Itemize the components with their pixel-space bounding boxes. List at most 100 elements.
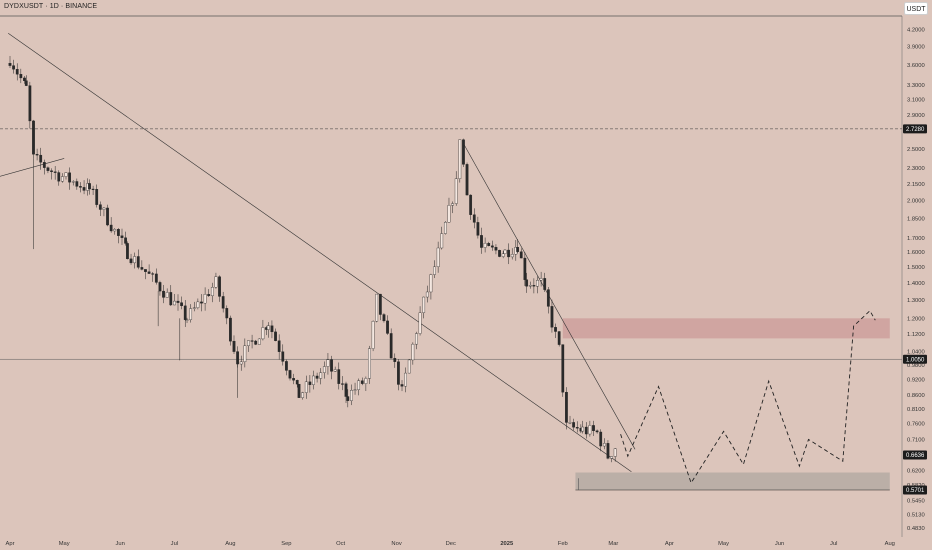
candle-body [425,291,429,298]
candle-body [189,308,193,320]
candle-body [476,222,480,236]
candle [15,63,19,81]
currency-button[interactable]: USDT [904,2,928,15]
candle-body [210,287,214,297]
candle-body [330,359,333,372]
candle-body [288,370,292,379]
candle [483,237,487,253]
candle [257,338,261,345]
price-tag-label: 1.0050 [906,357,925,363]
y-tick-label: 4.2000 [907,27,925,33]
candle [322,361,326,379]
candle-body [126,243,129,260]
candle-body [200,301,203,304]
candle-body [341,383,344,385]
candle [319,368,323,385]
candle [315,372,319,383]
candle-body [109,224,113,232]
y-tick-label: 3.3000 [907,83,925,89]
candle [411,342,415,365]
candle [588,420,592,437]
candle-body [397,361,400,385]
candle-body [64,172,68,177]
candle-body [312,375,315,385]
candle [221,291,225,313]
candle-body [436,247,440,268]
x-tick-label: Jun [116,541,125,547]
candle [357,378,361,396]
candle-body [277,340,281,352]
trendline-2 [0,158,65,177]
candle [140,260,144,271]
candle [440,226,444,250]
candle-body [503,249,507,254]
candle [592,420,595,436]
candle-body [337,369,341,384]
candle-body [510,254,514,258]
price-tag-background [903,354,927,364]
candle [304,375,308,399]
candle [602,438,606,450]
y-tick-label: 1.2000 [907,316,925,322]
y-tick-label: 1.0400 [907,349,925,355]
candle [364,376,368,392]
candle [554,323,557,339]
candle-body [523,257,527,280]
candle-body [257,338,261,345]
candle [443,221,447,235]
price-tag-label: 2.7280 [906,127,925,133]
candle [436,241,440,273]
candle-body [433,266,436,275]
candle [207,289,211,297]
candle-body [68,172,71,183]
candle-body [364,378,368,384]
candle-body [24,80,28,86]
candle-body [158,282,162,292]
candle-body [322,366,326,373]
chart-title: DYDXUSDT · 1D · BINANCE [4,3,98,10]
candle-body [35,154,39,156]
candle-body [12,65,15,70]
candle [176,294,180,311]
candle-body [57,172,61,182]
candle [350,384,353,406]
candle-body [483,243,487,248]
candle-body [133,256,137,264]
candle [32,119,35,159]
x-tick-label: Apr [665,541,674,547]
candle [169,285,173,307]
candle [292,373,295,385]
candle [386,315,389,335]
plot-background [0,16,902,537]
candle [189,304,193,323]
candle [516,239,520,254]
x-tick-label: Sep [281,541,291,547]
candle-body [487,243,491,246]
x-tick-label: Aug [885,541,895,547]
candle [595,429,599,434]
candle-body [221,296,225,309]
candle [312,370,315,390]
candle-body [144,269,147,272]
candle [64,172,68,180]
candle-body [554,327,557,332]
candle-body [270,325,274,333]
x-tick-label: Jul [171,541,178,547]
candle-body [297,383,301,398]
candle-body [539,278,543,281]
candle-body [151,273,155,275]
candle [415,331,418,350]
candle [501,250,505,259]
candle [490,240,494,251]
candle [568,415,572,425]
candle [82,180,86,195]
candle-body [550,306,554,328]
price-tag-background [903,485,927,495]
candle-body [23,77,26,81]
price-tag-background [903,124,927,134]
candle [106,204,109,227]
candle-body [180,302,183,307]
candle-body [572,422,576,428]
price-tag: 1.0050 [903,354,927,364]
